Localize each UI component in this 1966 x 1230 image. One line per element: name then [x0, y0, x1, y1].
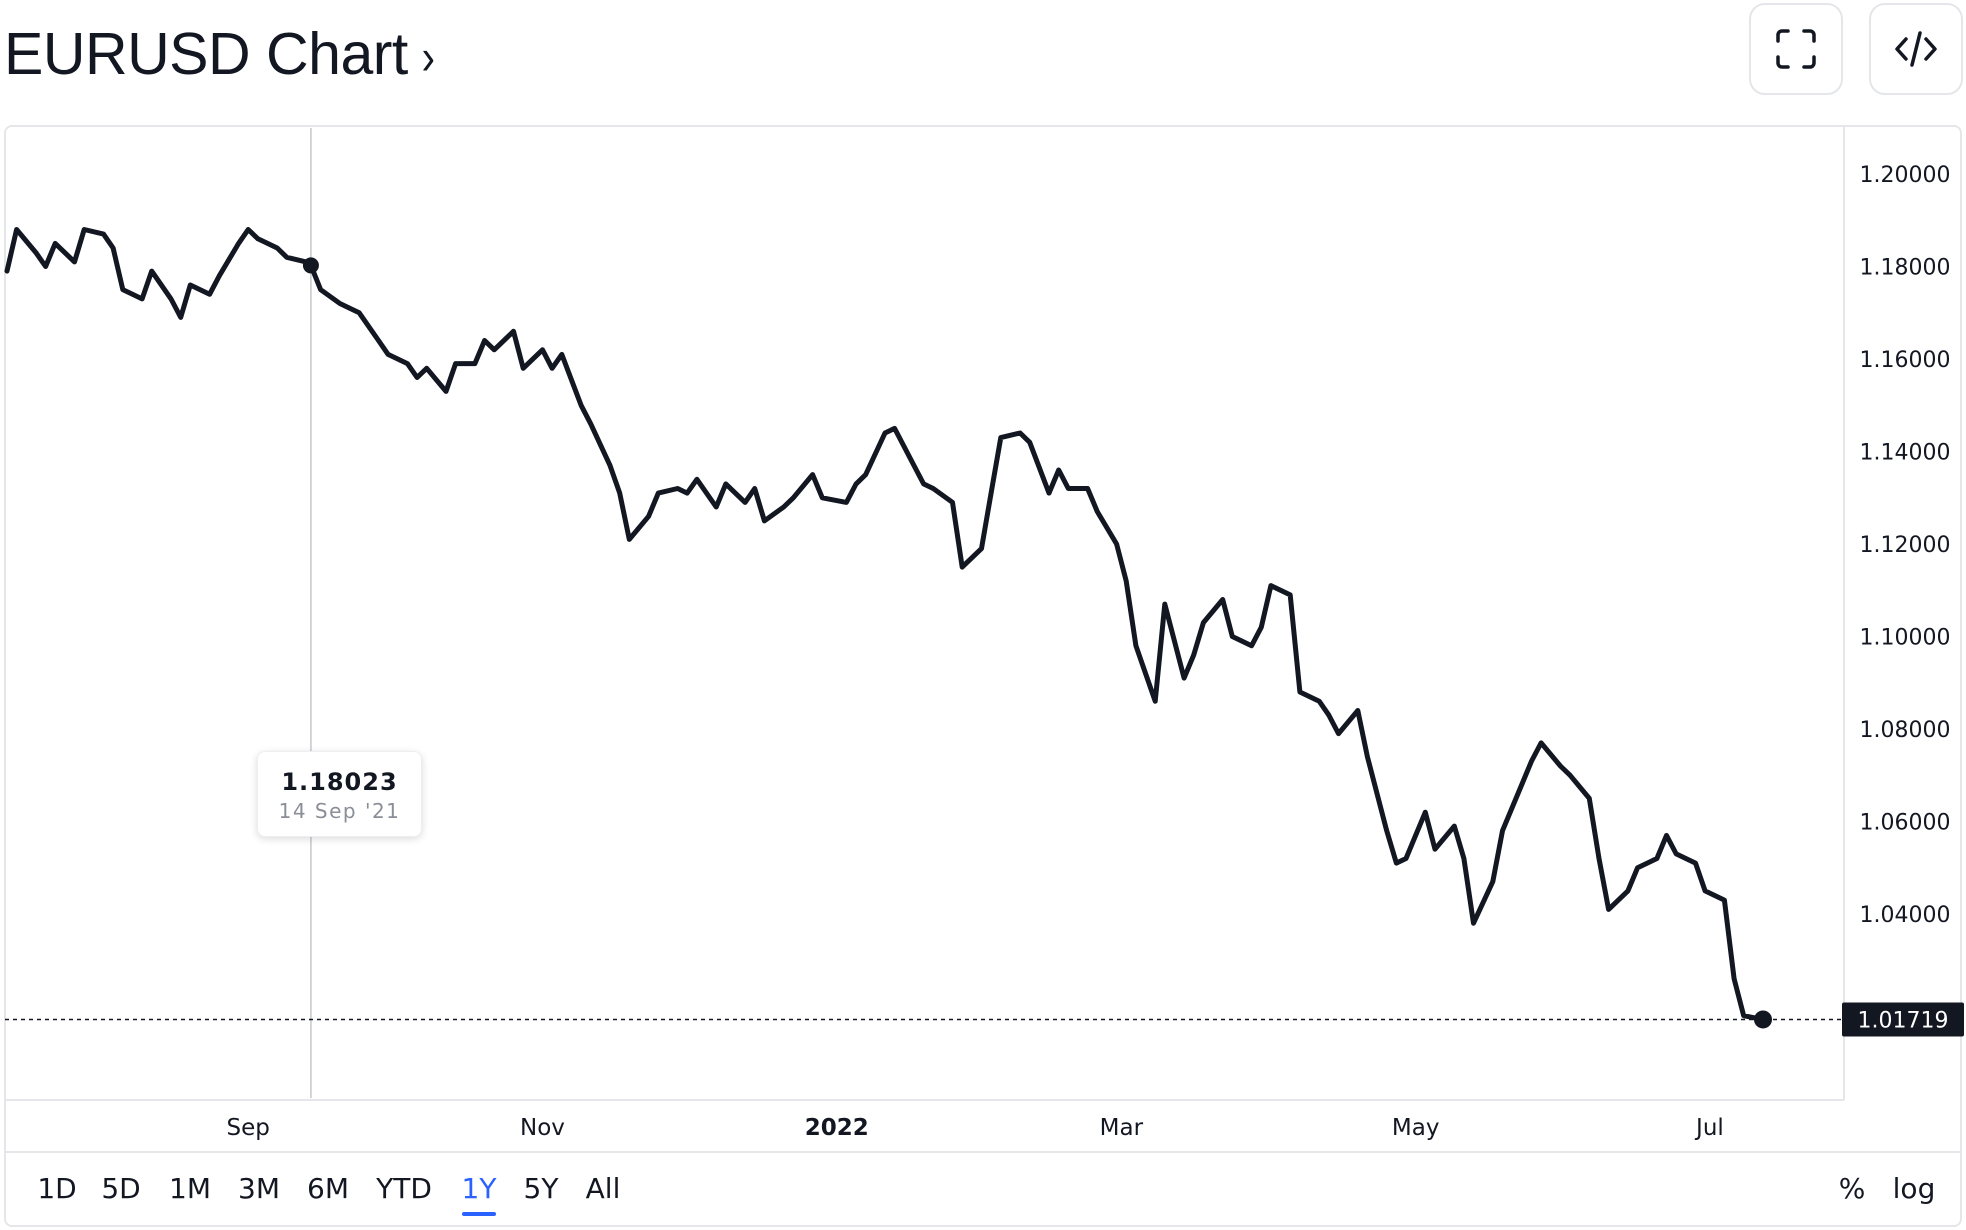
series-line [4, 227, 1766, 1022]
x-tick-label: Mar [1100, 1115, 1144, 1141]
x-tick-label: Nov [520, 1115, 565, 1141]
y-tick-label: 1.12000 [1860, 533, 1951, 558]
price-tooltip: 1.18023 14 Sep '21 [257, 751, 422, 837]
chart-title[interactable]: EURUSD Chart › [4, 14, 436, 94]
x-tick-label: Sep [227, 1115, 270, 1141]
log-scale-button[interactable]: log [1892, 1172, 1936, 1205]
embed-code-icon [1895, 31, 1937, 67]
range-5d-button[interactable]: 5D [101, 1172, 141, 1205]
percent-scale-button[interactable]: % [1838, 1172, 1866, 1205]
x-tick-label: Jul [1694, 1115, 1724, 1141]
range-1d-button[interactable]: 1D [37, 1172, 77, 1205]
x-tick-label: 2022 [805, 1115, 869, 1141]
y-axis-ticks: 1.20000 1.18000 1.16000 1.14000 1.12000 1.100… [1860, 163, 1951, 928]
chart-title-text: EURUSD Chart [4, 21, 408, 87]
x-tick-label: May [1392, 1115, 1440, 1141]
fullscreen-button[interactable] [1749, 3, 1843, 95]
y-tick-label: 1.10000 [1860, 626, 1951, 651]
range-5y-button[interactable]: 5Y [523, 1172, 559, 1205]
y-tick-label: 1.16000 [1860, 348, 1951, 373]
y-tick-label: 1.08000 [1860, 718, 1951, 743]
x-axis-ticks: Sep Nov 2022 Mar May Jul [227, 1115, 1724, 1141]
chevron-right-icon: › [421, 29, 435, 85]
y-tick-label: 1.06000 [1860, 811, 1951, 836]
last-price-label: 1.01719 [1858, 1008, 1949, 1033]
embed-button[interactable] [1869, 3, 1963, 95]
chart-container [4, 125, 1962, 1227]
tooltip-date: 14 Sep '21 [278, 799, 401, 823]
y-tick-label: 1.04000 [1860, 903, 1951, 928]
range-ytd-button[interactable]: YTD [376, 1172, 432, 1205]
range-1m-button[interactable]: 1M [169, 1172, 211, 1205]
range-all-button[interactable]: All [585, 1172, 621, 1205]
y-tick-label: 1.20000 [1860, 163, 1951, 188]
hover-point [302, 257, 319, 274]
range-6m-button[interactable]: 6M [307, 1172, 349, 1205]
y-tick-label: 1.18000 [1860, 256, 1951, 281]
last-price-label-box [1842, 1002, 1964, 1037]
tooltip-value: 1.18023 [281, 768, 398, 796]
range-3m-button[interactable]: 3M [238, 1172, 280, 1205]
y-tick-label: 1.14000 [1860, 441, 1951, 466]
fullscreen-icon [1776, 29, 1816, 69]
range-1y-button[interactable]: 1Y [461, 1172, 497, 1205]
active-range-indicator [462, 1212, 496, 1216]
last-point [1754, 1010, 1772, 1029]
